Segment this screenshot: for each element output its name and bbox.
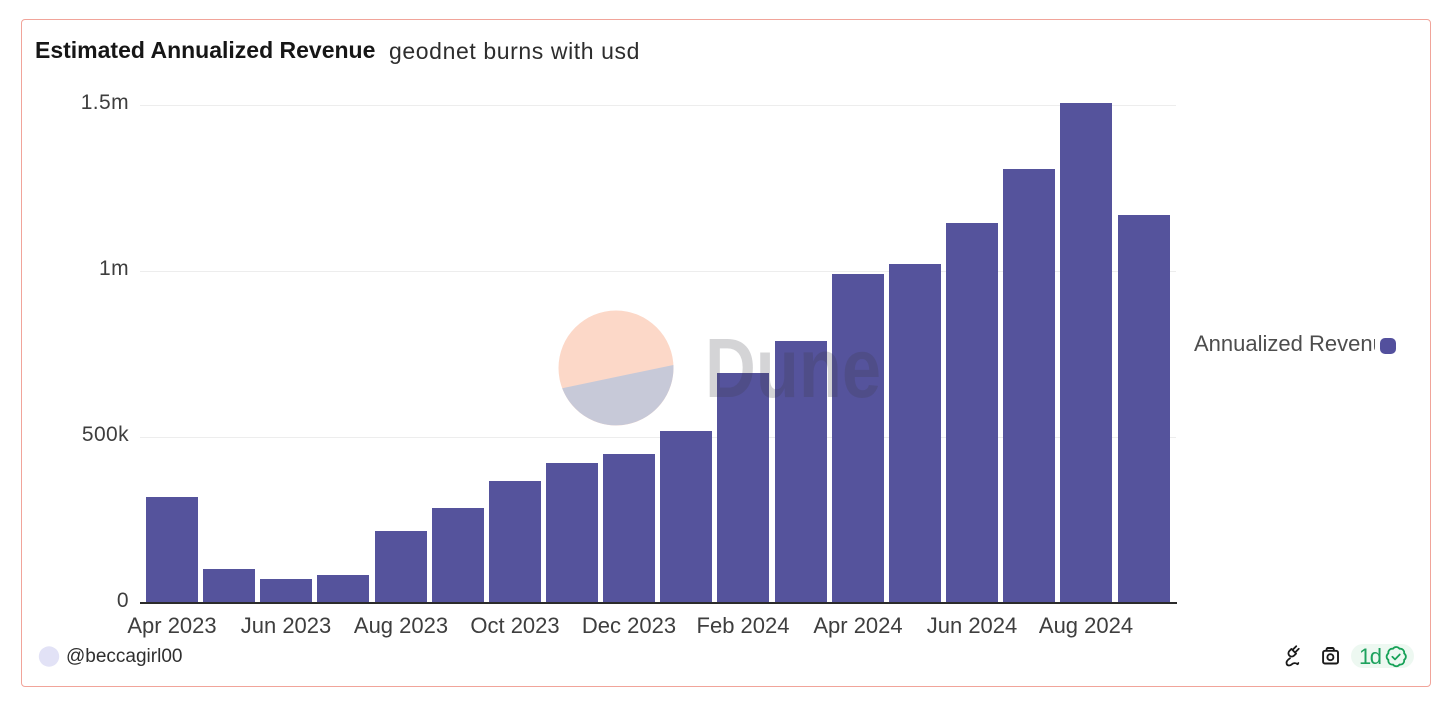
- svg-text:Dune: Dune: [705, 321, 881, 415]
